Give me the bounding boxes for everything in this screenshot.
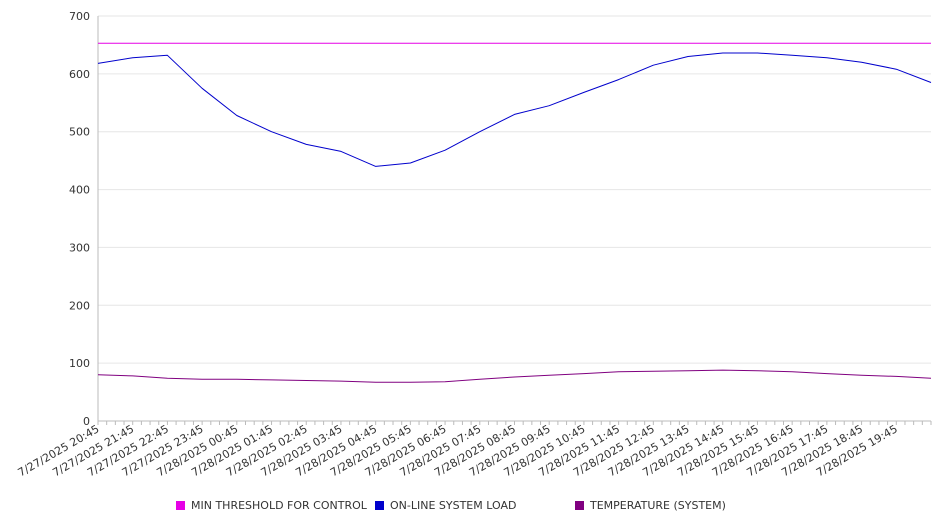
series-line-1 bbox=[97, 52, 932, 167]
y-tick-label: 700 bbox=[69, 10, 90, 23]
line-chart: 0 100 200 300 400 500 600 700 7/27/2025 20:457/… bbox=[16, 10, 932, 479]
y-tick-label: 400 bbox=[69, 184, 90, 197]
legend-item-system-load[interactable]: ON-LINE SYSTEM LOAD bbox=[375, 497, 516, 513]
axes bbox=[97, 16, 931, 422]
y-tick-labels: 0 100 200 300 400 500 600 700 bbox=[69, 10, 90, 428]
legend-swatch-min-threshold bbox=[176, 500, 185, 510]
series-lines bbox=[97, 42, 932, 383]
legend-label-temperature: TEMPERATURE (SYSTEM) bbox=[590, 498, 726, 512]
legend-swatch-temperature bbox=[575, 500, 584, 510]
y-tick-label: 500 bbox=[69, 126, 90, 139]
x-ticks bbox=[97, 421, 932, 425]
legend: MIN THRESHOLD FOR CONTROL ON-LINE SYSTEM… bbox=[0, 497, 946, 515]
legend-swatch-system-load bbox=[375, 500, 384, 510]
series-line-2 bbox=[97, 369, 932, 383]
legend-item-temperature[interactable]: TEMPERATURE (SYSTEM) bbox=[575, 497, 726, 513]
x-tick-labels: 7/27/2025 20:457/27/2025 21:457/27/2025 … bbox=[16, 422, 900, 479]
gridlines bbox=[98, 15, 931, 364]
y-tick-label: 0 bbox=[83, 415, 90, 428]
y-tick-label: 100 bbox=[69, 357, 90, 370]
legend-label-system-load: ON-LINE SYSTEM LOAD bbox=[390, 498, 517, 512]
y-tick-label: 200 bbox=[69, 299, 90, 312]
y-tick-label: 600 bbox=[69, 68, 90, 81]
legend-item-min-threshold[interactable]: MIN THRESHOLD FOR CONTROL bbox=[176, 497, 367, 513]
y-tick-label: 300 bbox=[69, 241, 90, 254]
legend-label-min-threshold: MIN THRESHOLD FOR CONTROL bbox=[191, 498, 367, 512]
